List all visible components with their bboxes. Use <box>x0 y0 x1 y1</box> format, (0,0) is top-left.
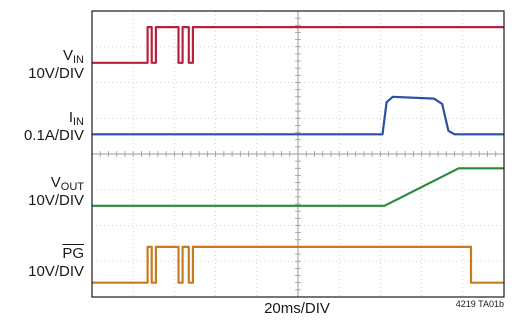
plot-frame <box>91 10 505 298</box>
plot-grid <box>92 11 504 297</box>
vin-label: VIN 10V/DIV <box>28 47 84 82</box>
x-axis-label: 20ms/DIV <box>264 300 330 317</box>
figure-id: 4219 TA01b <box>455 299 504 309</box>
iin-trace <box>92 95 504 136</box>
vout-label: VOUT 10V/DIV <box>28 174 84 209</box>
plot-traces <box>92 26 504 284</box>
vout-trace <box>92 167 504 207</box>
pg-trace <box>92 245 504 284</box>
pg-label: PG 10V/DIV <box>28 245 84 280</box>
iin-label: IIN 0.1A/DIV <box>23 109 84 144</box>
vin-trace <box>92 26 504 64</box>
